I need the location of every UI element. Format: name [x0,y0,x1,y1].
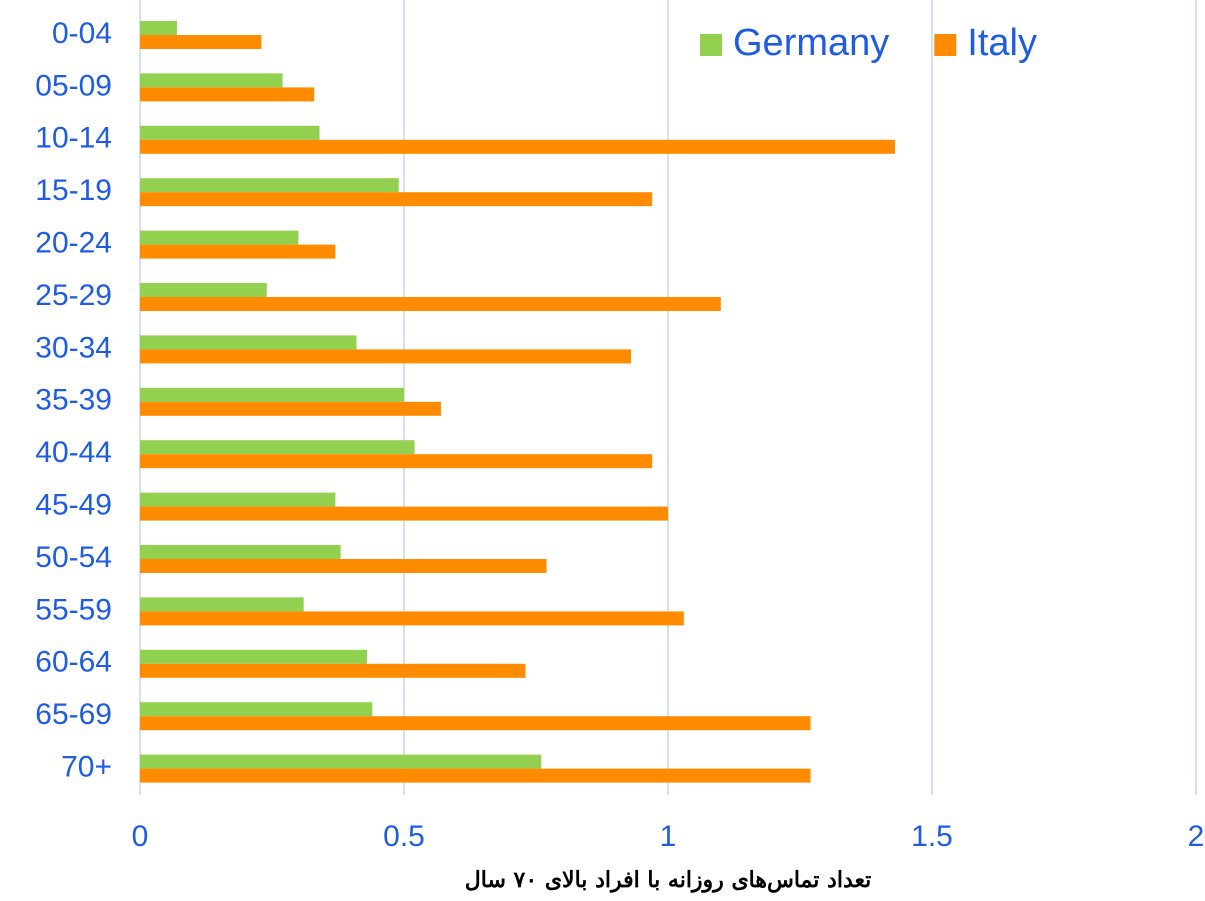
bar [140,139,896,154]
x-axis-label: تعداد تماس‌های روزانه با افراد بالای ۷۰ … [465,867,872,893]
y-tick-label: 40-44 [35,436,112,469]
bar [140,506,668,521]
bar [140,716,811,731]
bar [140,21,177,35]
bar [140,492,336,507]
y-tick-label: 65-69 [35,698,112,731]
bar [140,663,526,678]
y-tick-label: 20-24 [35,227,112,260]
legend-swatch [700,34,722,56]
bar [140,244,336,259]
bar [140,649,368,664]
legend-label: Germany [733,22,889,64]
bar [140,192,653,207]
y-tick-label: 45-49 [35,489,112,522]
legend-swatch [934,34,957,56]
x-tick-label: 1 [660,820,677,853]
bar [140,454,653,469]
bar [140,73,283,88]
legend-label: Italy [967,22,1037,64]
bar [140,545,341,559]
bar [140,401,441,416]
x-tick-label: 0 [132,820,149,853]
y-tick-label: 25-29 [35,279,112,312]
bar [140,297,721,311]
bar [140,440,415,455]
bar [140,559,547,573]
bar [140,754,542,769]
y-tick-label: 35-39 [35,384,112,417]
bar [140,597,304,612]
y-tick-label: 70+ [61,751,112,784]
y-tick-label: 15-19 [35,174,112,207]
y-tick-label: 60-64 [35,646,112,679]
y-tick-label: 50-54 [35,541,112,574]
bar [140,178,399,193]
bar [140,87,315,102]
bar [140,335,357,350]
bar [140,611,684,626]
y-tick-label: 0-04 [52,17,112,50]
y-tick-label: 55-59 [35,593,112,626]
bar [140,768,811,783]
bar [140,230,299,245]
bar [140,35,262,49]
bar [140,125,320,140]
bar [140,702,373,717]
y-tick-label: 30-34 [35,331,112,364]
bar [140,349,632,364]
bar [140,283,267,297]
y-tick-label: 10-14 [35,122,112,155]
bar [140,387,404,402]
y-tick-label: 05-09 [35,69,112,102]
x-tick-label: 1.5 [911,820,953,853]
x-tick-label: 0.5 [383,820,425,853]
x-tick-label: 2 [1188,820,1205,853]
